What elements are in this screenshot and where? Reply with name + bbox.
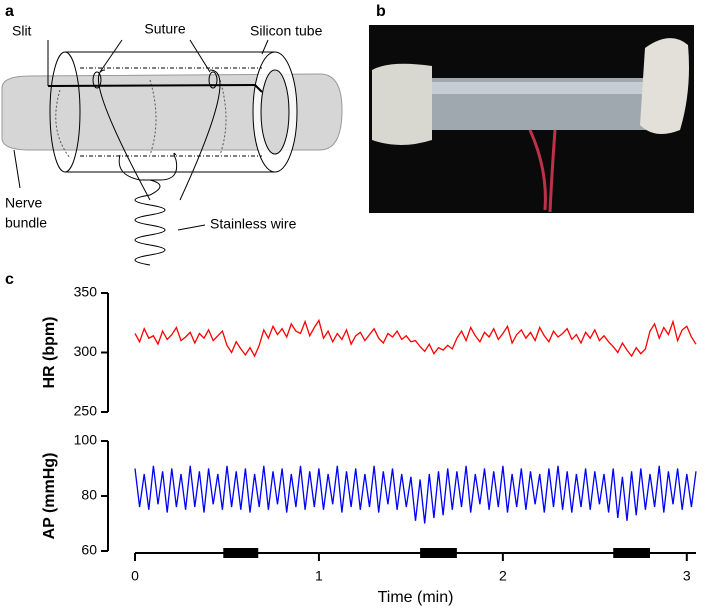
label: bundle: [5, 215, 47, 231]
y-tick-label: 100: [74, 432, 98, 448]
photo: [369, 25, 694, 213]
x-tick-label: 3: [683, 568, 691, 584]
y-axis-label: HR (bpm): [41, 317, 58, 389]
x-tick-label: 1: [315, 568, 323, 584]
panel-label: c: [5, 271, 14, 288]
trace: [134, 318, 697, 358]
label: Silicon tube: [250, 23, 323, 39]
y-tick-label: 350: [74, 284, 98, 300]
stimulation-bar: [613, 548, 651, 558]
label: Suture: [144, 21, 185, 37]
stimulation-bar: [420, 548, 457, 558]
stimulation-bar: [223, 548, 259, 558]
nerve-diagram: [1, 39, 343, 266]
panel-label: a: [5, 3, 14, 20]
label: Slit: [12, 23, 32, 39]
label: Stainless wire: [210, 216, 297, 232]
panel-label: b: [376, 3, 386, 20]
x-axis-label: Time (min): [378, 589, 454, 606]
x-tick-label: 2: [499, 568, 507, 584]
y-tick-label: 300: [74, 343, 98, 359]
trace: [134, 465, 697, 524]
label: Nerve: [5, 195, 43, 211]
y-axis-label: AP (mmHg): [41, 453, 58, 540]
y-tick-label: 80: [81, 487, 97, 503]
y-tick-label: 60: [81, 542, 97, 558]
x-tick-label: 0: [131, 568, 139, 584]
y-tick-label: 250: [74, 403, 98, 419]
